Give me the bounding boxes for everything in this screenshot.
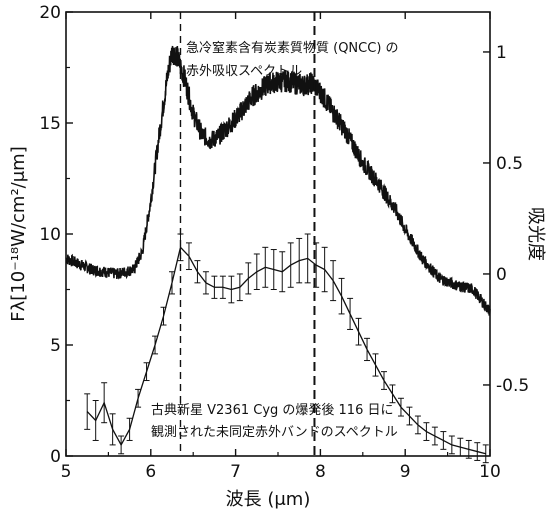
error-bar xyxy=(355,317,362,346)
series-layer xyxy=(65,45,491,464)
error-bar xyxy=(143,362,150,382)
error-bar xyxy=(406,406,413,426)
error-bar xyxy=(211,275,218,299)
error-bar xyxy=(169,271,175,295)
x-axis-label: 波長 (μm) xyxy=(226,489,311,510)
error-bar xyxy=(202,271,209,295)
error-bar xyxy=(364,337,371,362)
error-bar xyxy=(431,426,438,446)
error-bar xyxy=(304,233,311,284)
error-bar xyxy=(194,260,201,284)
error-bar xyxy=(262,246,269,288)
x-tick-label: 7 xyxy=(230,462,241,482)
y-left-tick-label: 10 xyxy=(39,225,61,245)
y-axis-label-left: Fλ[10⁻¹⁸W/cm²/μm] xyxy=(8,146,29,321)
y-right-tick-label: 0 xyxy=(496,265,507,285)
y-left-tick-label: 20 xyxy=(39,3,61,23)
error-bar xyxy=(338,277,345,315)
error-bar xyxy=(440,431,447,450)
error-bar xyxy=(126,417,133,441)
error-bar xyxy=(448,435,455,455)
error-bar xyxy=(287,242,294,288)
error-bar xyxy=(228,275,235,304)
error-bar xyxy=(347,297,354,330)
error-bar xyxy=(321,246,328,293)
error-bar xyxy=(160,306,167,326)
y-left-tick-label: 15 xyxy=(39,114,61,134)
error-bar xyxy=(236,273,243,302)
qncc-annotation-line1: 急冷窒素含有炭素質物質 (QNCC) の xyxy=(186,40,399,56)
x-tick-label: 5 xyxy=(61,462,72,482)
error-bar xyxy=(135,388,142,408)
error-bar xyxy=(372,353,379,377)
error-bar xyxy=(330,260,337,302)
y-left-tick-label: 0 xyxy=(50,447,61,467)
error-bar xyxy=(84,393,91,430)
error-bar xyxy=(109,413,116,446)
error-bar xyxy=(279,251,286,293)
error-bar xyxy=(219,275,226,299)
y-right-tick-label: 1 xyxy=(496,43,507,63)
error-bar xyxy=(482,444,489,464)
nova-spectrum-line xyxy=(86,246,486,455)
error-bar xyxy=(118,435,125,455)
error-bar xyxy=(253,253,260,290)
y-right-tick-label: 0.5 xyxy=(496,154,523,174)
error-bar xyxy=(414,415,421,435)
error-bar xyxy=(245,262,252,295)
x-tick-label: 8 xyxy=(315,462,326,482)
vline-layer xyxy=(179,12,316,456)
error-bar xyxy=(423,422,430,441)
error-bar xyxy=(389,384,396,404)
x-tick-label: 10 xyxy=(479,462,501,482)
error-bar xyxy=(474,442,481,461)
error-bar xyxy=(101,382,108,424)
x-tick-label: 6 xyxy=(145,462,156,482)
error-bar xyxy=(152,335,159,355)
y-right-tick-label: -0.5 xyxy=(496,376,529,396)
error-bar xyxy=(270,249,277,290)
nova-annotation-line2: 観測された未同定赤外バンドのスペクトル xyxy=(151,425,398,440)
error-bar xyxy=(296,237,303,284)
qncc-annotation-line2: 赤外吸収スペクトル xyxy=(186,64,302,79)
nova-annotation-line1: 古典新星 V2361 Cyg の爆発後 116 日に xyxy=(151,402,393,418)
error-bar xyxy=(381,371,387,390)
error-bar xyxy=(92,400,99,441)
x-tick-label: 9 xyxy=(400,462,411,482)
qncc-spectrum-line xyxy=(65,45,491,316)
error-bar xyxy=(185,242,192,271)
y-axis-label-right: 吸光度 xyxy=(525,207,546,261)
y-left-tick-label: 5 xyxy=(50,336,61,356)
error-bar xyxy=(397,397,404,417)
